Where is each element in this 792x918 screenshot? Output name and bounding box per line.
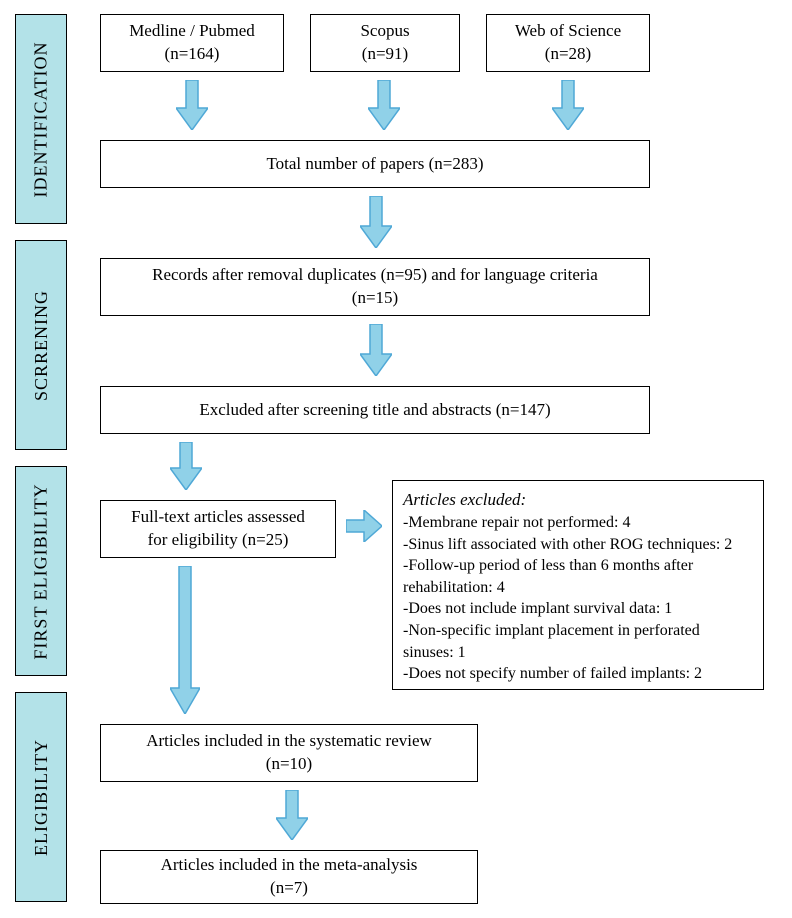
arrow-down-icon [176,80,208,130]
box-fulltext: Full-text articles assessed for eligibil… [100,500,336,558]
arrow-down-icon [276,790,308,840]
box-screened-line1: Excluded after screening title and abstr… [199,399,550,422]
excluded-title: Articles excluded: [403,489,526,512]
stage-screening-label: SCRRENING [31,289,52,400]
box-systematic-review: Articles included in the systematic revi… [100,724,478,782]
box-scopus-line2: (n=91) [362,43,408,66]
stage-screening: SCRRENING [15,240,67,450]
box-medline-line2: (n=164) [165,43,220,66]
box-systrev-line1: Articles included in the systematic revi… [146,730,432,753]
stage-eligibility: ELIGIBILITY [15,692,67,902]
excluded-item-0: -Membrane repair not performed: 4 [403,512,630,534]
box-wos-line2: (n=28) [545,43,591,66]
arrow-down-icon [552,80,584,130]
arrow-down-icon [170,442,202,490]
box-dedup-line2: (n=15) [352,287,398,310]
arrow-down-long-icon [170,566,200,714]
arrow-down-icon [360,324,392,376]
box-fulltext-line1: Full-text articles assessed [131,506,305,529]
stage-eligibility-label: ELIGIBILITY [31,739,52,856]
box-excluded: Articles excluded: -Membrane repair not … [392,480,764,690]
excluded-item-3: -Does not include implant survival data:… [403,598,672,620]
excluded-item-5: -Does not specify number of failed impla… [403,663,702,685]
arrow-down-icon [368,80,400,130]
excluded-item-4: -Non-specific implant placement in perfo… [403,620,753,663]
arrow-down-icon [360,196,392,248]
stage-first-eligibility: FIRST ELIGIBILITY [15,466,67,676]
box-wos-line1: Web of Science [515,20,621,43]
box-scopus: Scopus (n=91) [310,14,460,72]
arrow-right-icon [346,510,382,542]
stage-identification: IDENTIFICATION [15,14,67,224]
box-dedup: Records after removal duplicates (n=95) … [100,258,650,316]
box-meta-line2: (n=7) [270,877,308,900]
box-dedup-line1: Records after removal duplicates (n=95) … [152,264,598,287]
stage-first-eligibility-label: FIRST ELIGIBILITY [31,483,52,659]
stage-identification-label: IDENTIFICATION [31,41,52,197]
box-total: Total number of papers (n=283) [100,140,650,188]
box-screened: Excluded after screening title and abstr… [100,386,650,434]
box-meta-line1: Articles included in the meta-analysis [161,854,418,877]
excluded-item-1: -Sinus lift associated with other ROG te… [403,534,732,556]
box-medline-line1: Medline / Pubmed [129,20,255,43]
box-meta-analysis: Articles included in the meta-analysis (… [100,850,478,904]
box-fulltext-line2: for eligibility (n=25) [148,529,289,552]
box-medline: Medline / Pubmed (n=164) [100,14,284,72]
excluded-item-2: -Follow-up period of less than 6 months … [403,555,753,598]
flowchart-canvas: IDENTIFICATION SCRRENING FIRST ELIGIBILI… [0,0,792,918]
box-scopus-line1: Scopus [360,20,409,43]
box-total-line1: Total number of papers (n=283) [266,153,483,176]
box-wos: Web of Science (n=28) [486,14,650,72]
box-systrev-line2: (n=10) [266,753,312,776]
